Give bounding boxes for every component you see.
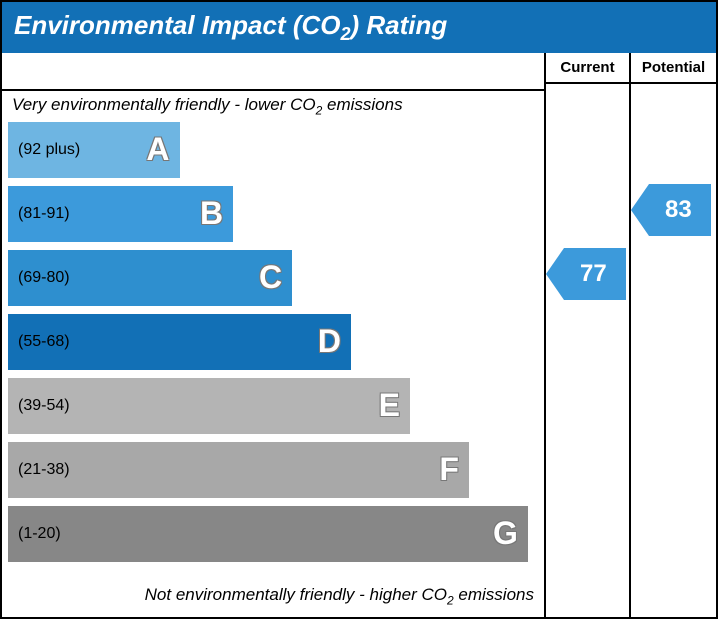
band-g: (1-20) G [8, 506, 544, 562]
potential-pointer: 83 [631, 184, 711, 236]
band-bar: (69-80) C [8, 250, 292, 306]
band-letter: E [379, 387, 400, 424]
band-range: (69-80) [18, 269, 70, 287]
note-top-suffix: emissions [322, 95, 402, 114]
bands-container: (92 plus) A (81-91) B (69-80) C (55-68) D (39-54… [2, 122, 544, 581]
current-header: Current [546, 53, 629, 84]
band-e: (39-54) E [8, 378, 544, 434]
note-bottom-sub: 2 [447, 593, 454, 607]
band-bar: (21-38) F [8, 442, 469, 498]
current-body: 77 [546, 84, 629, 617]
band-letter: G [493, 515, 518, 552]
band-bar: (55-68) D [8, 314, 351, 370]
potential-value: 83 [665, 196, 692, 224]
band-f: (21-38) F [8, 442, 544, 498]
band-letter: C [259, 259, 282, 296]
title-sub: 2 [341, 24, 351, 44]
band-bar: (39-54) E [8, 378, 410, 434]
body: Very environmentally friendly - lower CO… [2, 53, 716, 617]
band-letter: B [200, 195, 223, 232]
band-range: (55-68) [18, 333, 70, 351]
chart-header-spacer [2, 59, 544, 91]
title-prefix: Environmental Impact (CO [14, 10, 341, 40]
current-value: 77 [580, 260, 607, 288]
current-column: Current 77 [546, 53, 631, 617]
potential-column: Potential 83 [631, 53, 716, 617]
band-range: (1-20) [18, 525, 61, 543]
title-suffix: ) Rating [351, 10, 448, 40]
band-letter: D [318, 323, 341, 360]
potential-header: Potential [631, 53, 716, 84]
band-range: (81-91) [18, 205, 70, 223]
band-d: (55-68) D [8, 314, 544, 370]
band-range: (21-38) [18, 461, 70, 479]
band-bar: (81-91) B [8, 186, 233, 242]
band-b: (81-91) B [8, 186, 544, 242]
note-bottom-suffix: emissions [454, 585, 534, 604]
note-top-prefix: Very environmentally friendly - lower CO [12, 95, 316, 114]
band-range: (39-54) [18, 397, 70, 415]
potential-body: 83 [631, 84, 716, 617]
note-top: Very environmentally friendly - lower CO… [2, 91, 544, 121]
band-bar: (92 plus) A [8, 122, 180, 178]
chart-column: Very environmentally friendly - lower CO… [2, 53, 546, 617]
title-bar: Environmental Impact (CO2) Rating [2, 2, 716, 53]
band-letter: A [146, 131, 169, 168]
current-pointer: 77 [546, 248, 626, 300]
note-bottom: Not environmentally friendly - higher CO… [2, 581, 544, 611]
band-bar: (1-20) G [8, 506, 528, 562]
band-c: (69-80) C [8, 250, 544, 306]
band-a: (92 plus) A [8, 122, 544, 178]
rating-card: Environmental Impact (CO2) Rating Very e… [0, 0, 718, 619]
band-range: (92 plus) [18, 141, 80, 159]
band-letter: F [439, 451, 459, 488]
note-bottom-prefix: Not environmentally friendly - higher CO [145, 585, 447, 604]
